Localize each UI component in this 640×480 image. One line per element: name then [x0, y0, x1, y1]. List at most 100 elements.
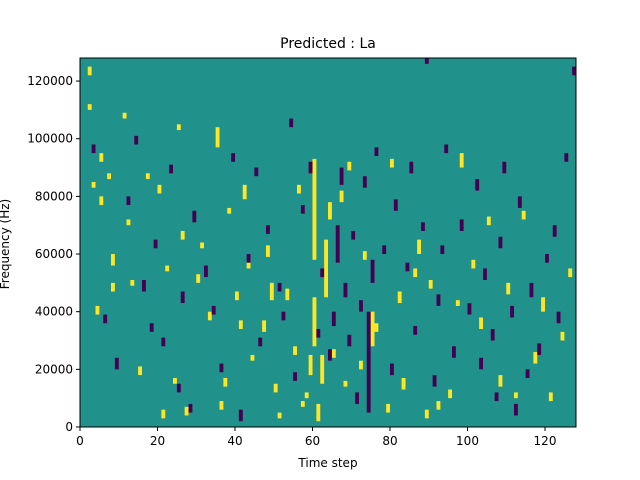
y-tick-label: 80000	[35, 189, 73, 203]
heatmap-cell-low	[192, 210, 197, 223]
plot-frame	[79, 57, 577, 428]
heatmap-cell-high	[533, 352, 538, 364]
heatmap-cell-high	[235, 291, 239, 301]
heatmap-cell-low	[459, 219, 464, 231]
heatmap-cell-high	[417, 239, 422, 255]
heatmap-cell-high	[339, 190, 344, 203]
heatmap-cell-low	[467, 303, 472, 315]
heatmap-cell-low	[537, 343, 542, 355]
heatmap-cell-high	[328, 202, 332, 220]
x-tick-label: 20	[150, 434, 165, 448]
heatmap-cell-low	[114, 357, 119, 370]
heatmap-cell-high	[359, 360, 363, 370]
heatmap-cell-low	[204, 265, 208, 278]
heatmap-cell-low	[545, 254, 549, 263]
heatmap-cell-low	[289, 118, 294, 128]
heatmap-cell-low	[343, 282, 348, 298]
heatmap-cell-high	[269, 282, 274, 301]
heatmap-cell-low	[238, 409, 243, 422]
heatmap-cell-low	[390, 363, 394, 376]
heatmap-cell-low	[362, 176, 367, 188]
heatmap-cell-high	[390, 158, 394, 168]
heatmap-cell-high	[111, 282, 115, 292]
y-axis-title: Frequency (Hz)	[0, 199, 12, 290]
heatmap-cell-low	[572, 66, 577, 76]
heatmap-cell-high	[215, 127, 220, 148]
heatmap-cell-high	[521, 210, 526, 220]
heatmap-cell-low	[517, 196, 522, 208]
heatmap-cell-low	[405, 262, 410, 272]
heatmap-cell-high	[223, 377, 228, 387]
heatmap-cell-high	[374, 323, 379, 332]
heatmap-cell-low	[103, 314, 108, 324]
heatmap-cell-high	[285, 288, 290, 301]
heatmap-cell-high	[560, 331, 565, 341]
heatmap-cell-low	[452, 346, 456, 358]
heatmap-cell-high	[506, 282, 511, 295]
heatmap-cell-high	[448, 389, 453, 399]
heatmap-cell-low	[258, 337, 263, 347]
heatmap-cell-high	[161, 409, 166, 419]
heatmap-cell-high	[277, 412, 282, 419]
y-axis: 0 20000 40000 60000 80000 100000 120000	[27, 74, 80, 434]
heatmap-cell-high	[401, 377, 406, 390]
heatmap-cell-high	[471, 259, 476, 269]
heatmap-cell-low	[556, 311, 561, 324]
heatmap-cell-high	[157, 184, 162, 194]
heatmap-cell-low	[277, 282, 282, 292]
heatmap-cell-high	[184, 406, 189, 416]
heatmap-cell-low	[281, 311, 286, 321]
heatmap-cell-high	[180, 230, 185, 240]
heatmap-cell-low	[161, 337, 166, 347]
heatmap-cell-low	[382, 245, 387, 255]
heatmap-cell-high	[227, 207, 232, 214]
heatmap-cell-high	[386, 403, 391, 413]
heatmap-cell-high	[273, 383, 278, 393]
y-tick-label: 0	[65, 420, 73, 434]
heatmap-cell-high	[297, 184, 301, 194]
heatmap-cell-low	[331, 311, 336, 327]
heatmap-cell-high	[308, 354, 313, 376]
heatmap-cell-high	[250, 354, 255, 361]
y-tick-label: 60000	[35, 247, 73, 261]
heatmap-cell-high	[207, 311, 212, 321]
x-tick-label: 60	[305, 434, 320, 448]
heatmap-cell-low	[176, 383, 181, 393]
heatmap-cell-high	[304, 392, 309, 399]
heatmap-cell-high	[370, 311, 375, 347]
heatmap-cell-high	[347, 161, 352, 171]
heatmap-cell-high	[87, 66, 92, 76]
heatmap-cell-high	[455, 300, 460, 306]
x-tick-label: 100	[456, 434, 479, 448]
heatmap-cell-low	[483, 268, 487, 280]
heatmap-cell-low	[529, 282, 534, 298]
heatmap-cell-low	[494, 392, 499, 402]
heatmap-cell-low	[134, 135, 139, 145]
heatmap-cell-low	[300, 205, 305, 214]
heatmap-cell-low	[359, 300, 363, 312]
y-tick-label: 100000	[27, 132, 73, 146]
heatmap-cell-high	[173, 377, 177, 384]
heatmap-cell-high	[397, 291, 402, 304]
heatmap-cell-high	[246, 259, 251, 269]
heatmap-cell-high	[99, 153, 104, 162]
heatmap-cell-low	[91, 144, 96, 154]
heatmap-cell-low	[409, 161, 414, 174]
heatmap-cell-low	[169, 164, 174, 174]
heatmap-cell-high	[130, 279, 135, 286]
x-tick-label: 80	[382, 434, 397, 448]
heatmap-cell-high	[413, 268, 418, 278]
heatmap-cell-low	[149, 323, 154, 332]
heatmap-cell-low	[436, 294, 441, 306]
heatmap-cell-low	[440, 245, 445, 255]
x-tick-label: 40	[227, 434, 242, 448]
heatmap-cell-low	[219, 363, 224, 373]
heatmap-cell-low	[502, 161, 507, 174]
heatmap-cell-low	[231, 153, 236, 162]
heatmap-cell-low	[153, 239, 158, 249]
heatmap-cell-low	[479, 357, 484, 370]
heatmap-cell-high	[107, 173, 112, 180]
x-tick-label: 0	[76, 434, 84, 448]
heatmap-cell-low	[347, 334, 352, 347]
